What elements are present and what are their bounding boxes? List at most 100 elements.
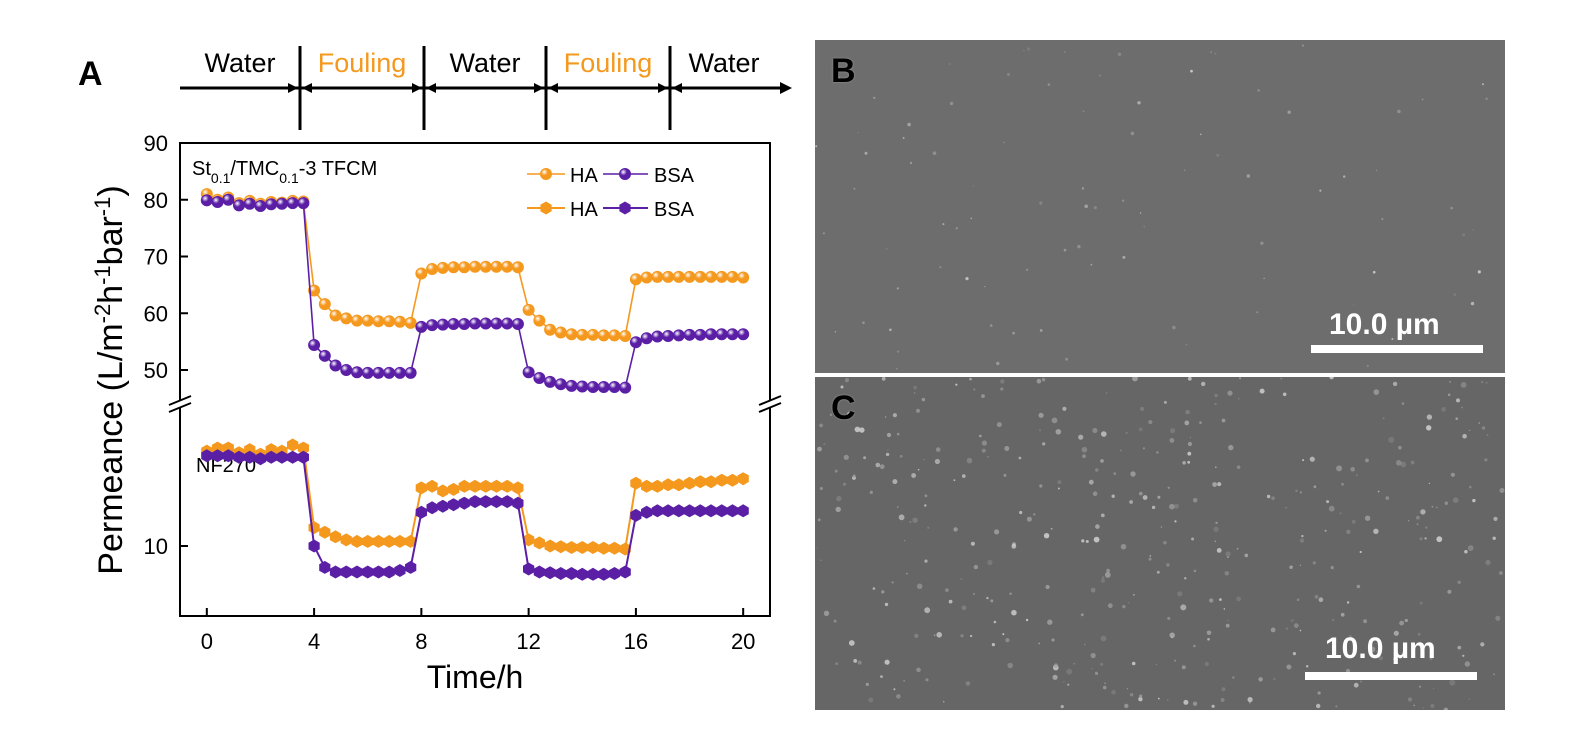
y-axis-label-part: ) [92,185,130,196]
sem-particle [1462,433,1467,439]
data-point-bsa-upper [329,359,342,372]
sem-particle [1163,541,1167,545]
sem-particle [1485,559,1491,566]
sem-particle [1392,381,1398,387]
sem-particle [990,599,994,603]
data-point-ha-upper [662,270,675,283]
sem-particle [896,694,901,699]
data-point-ha-lower [351,534,363,548]
sem-particle [953,479,956,482]
sem-particle [1450,206,1453,210]
sem-particle [1204,661,1209,667]
sem-particle [1464,661,1470,667]
sem-particle [1060,705,1064,709]
data-point-ha-upper [490,260,503,273]
sem-particle [1007,662,1013,669]
sem-particle [1177,591,1183,597]
sem-particle [863,456,867,460]
sem-particle [1271,496,1275,500]
sem-particle [1330,566,1334,570]
y-tick-label: 80 [144,188,168,213]
data-point-ha-upper [672,270,685,283]
data-point-bsa-upper [361,366,374,379]
sem-particle [1401,402,1405,405]
data-point-bsa-upper [265,198,278,211]
sem-particle [819,423,823,428]
data-point-bsa-lower [351,565,363,579]
sem-particle [1420,509,1426,515]
sem-particle [927,526,930,529]
sem-particle [1258,677,1263,682]
sem-particle [1493,516,1498,521]
data-point-ha-upper [469,260,481,273]
y-tick-label: 90 [144,131,168,156]
data-point-bsa-lower [533,565,545,579]
sem-particle [916,583,923,590]
sem-particle [939,266,942,269]
sem-particle [948,63,951,65]
sem-particle [1129,693,1134,697]
data-point-ha-upper [608,329,621,342]
sem-particle [1206,630,1212,636]
data-point-bsa-lower [619,565,631,579]
membrane-annotation-part: 0.1 [211,170,231,186]
sem-particle [1170,428,1176,434]
sem-particle [1102,685,1107,690]
sem-particle [1226,556,1229,559]
data-point-bsa-upper [522,366,535,379]
sem-particle [1100,513,1105,518]
sem-particle [945,588,949,592]
sem-particle [1247,697,1253,703]
sem-particle [1480,642,1485,647]
data-point-bsa-lower [523,562,535,576]
sem-particle [893,688,896,691]
sem-particle [1214,402,1217,406]
sem-particle [1081,539,1085,543]
sem-particle [1400,461,1407,468]
data-point-ha-lower [415,481,427,495]
sem-particle [1000,379,1005,384]
sem-particle [1299,491,1302,494]
data-point-ha-upper [587,328,599,341]
phase-label: Fouling [564,48,653,78]
sem-particle [1259,388,1265,394]
data-point-bsa-lower [426,501,438,515]
sem-particle [965,681,971,686]
sem-particle [1481,426,1486,430]
sem-particle [1393,657,1396,661]
sem-particle [816,547,818,549]
sem-particle [1045,584,1050,590]
sem-particle [1469,485,1472,489]
sem-particle [924,504,927,507]
sem-particle [1199,133,1202,136]
sem-particle [962,474,966,478]
sem-particle [1350,467,1355,472]
data-point-bsa-upper [393,366,406,379]
sem-particle [869,490,873,494]
sem-particle [1449,679,1456,686]
data-point-bsa-upper [726,328,739,341]
data-point-ha-lower [726,473,739,487]
sem-particle [1073,662,1076,665]
sem-particle [1239,377,1242,380]
sem-particle [1329,377,1334,380]
sem-particle [1184,169,1186,171]
sem-particle [1189,436,1191,439]
sem-particle [1138,427,1143,432]
sem-particle [1213,526,1219,532]
sem-particle [823,610,830,616]
data-point-bsa-lower [716,504,728,518]
sem-particle [1441,406,1446,412]
sem-particle [1169,438,1175,443]
sem-particle [1057,487,1060,490]
sem-particle [1328,505,1335,512]
sem-particle [1111,494,1115,498]
sem-particle [1212,482,1217,487]
sem-particle [847,411,852,417]
sem-particle [1064,51,1066,53]
sem-particle [1292,652,1296,656]
sem-particle [1187,460,1191,464]
data-point-ha-lower [405,534,417,548]
data-point-ha-lower [737,472,749,486]
sem-particle [1436,536,1443,543]
